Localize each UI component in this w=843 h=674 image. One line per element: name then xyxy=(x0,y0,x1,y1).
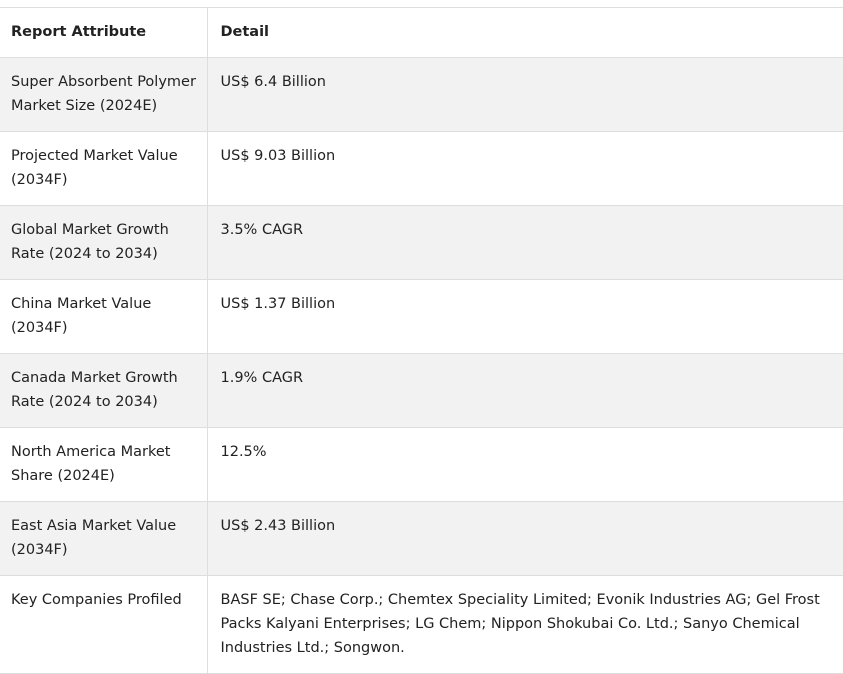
table-row: Global Market Growth Rate (2024 to 2034)… xyxy=(0,205,843,280)
detail-cell: US$ 9.03 Billion xyxy=(207,131,843,206)
table-row: Key Companies Profiled BASF SE; Chase Cor… xyxy=(0,575,843,674)
attribute-cell: East Asia Market Value (2034F) xyxy=(0,501,208,576)
table-row: China Market Value (2034F) US$ 1.37 Billi… xyxy=(0,279,843,354)
detail-cell: US$ 1.37 Billion xyxy=(207,279,843,354)
detail-cell: 1.9% CAGR xyxy=(207,353,843,428)
table-row: North America Market Share (2024E) 12.5% xyxy=(0,427,843,502)
table-row: Super Absorbent Polymer Market Size (202… xyxy=(0,57,843,132)
table-body: Super Absorbent Polymer Market Size (202… xyxy=(0,57,843,674)
attribute-cell: Projected Market Value (2034F) xyxy=(0,131,208,206)
header-cell: Detail xyxy=(207,7,843,58)
attribute-cell: Canada Market Growth Rate (2024 to 2034) xyxy=(0,353,208,428)
attribute-cell: Key Companies Profiled xyxy=(0,575,208,674)
detail-cell: US$ 6.4 Billion xyxy=(207,57,843,132)
attribute-cell: China Market Value (2034F) xyxy=(0,279,208,354)
report-table: Report Attribute Detail Super Absorbent … xyxy=(0,7,843,674)
table-row: Canada Market Growth Rate (2024 to 2034)… xyxy=(0,353,843,428)
detail-cell: US$ 2.43 Billion xyxy=(207,501,843,576)
detail-cell: 3.5% CAGR xyxy=(207,205,843,280)
attribute-cell: Super Absorbent Polymer Market Size (202… xyxy=(0,57,208,132)
header-cell: Report Attribute xyxy=(0,7,208,58)
attribute-cell: Global Market Growth Rate (2024 to 2034) xyxy=(0,205,208,280)
attribute-cell: North America Market Share (2024E) xyxy=(0,427,208,502)
table-row: East Asia Market Value (2034F) US$ 2.43 B… xyxy=(0,501,843,576)
header-row: Report Attribute Detail xyxy=(0,7,843,58)
detail-cell: BASF SE; Chase Corp.; Chemtex Speciality… xyxy=(207,575,843,674)
table-row: Projected Market Value (2034F) US$ 9.03 B… xyxy=(0,131,843,206)
detail-cell: 12.5% xyxy=(207,427,843,502)
page: Report Attribute Detail Super Absorbent … xyxy=(0,7,843,674)
